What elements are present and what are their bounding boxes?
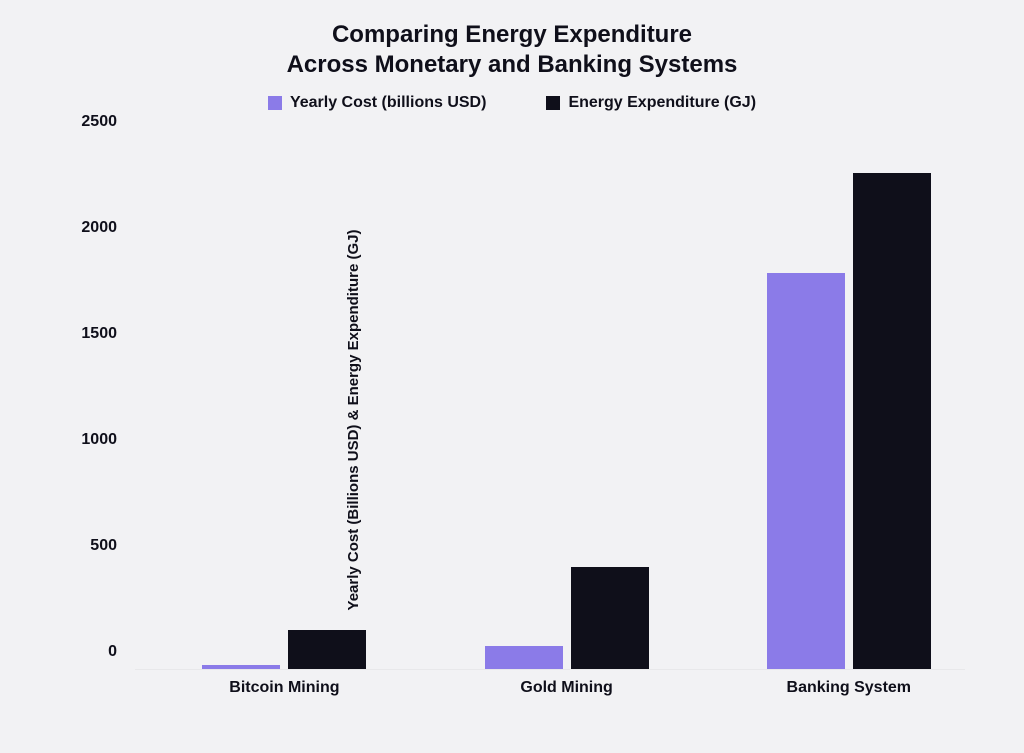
y-tick: 2500	[81, 113, 117, 131]
bar	[767, 273, 845, 669]
chart-title-line1: Comparing Energy Expenditure	[0, 20, 1024, 50]
bar	[202, 665, 280, 669]
bar	[571, 567, 649, 669]
chart-title-line2: Across Monetary and Banking Systems	[0, 50, 1024, 80]
bar	[853, 173, 931, 669]
category-group: Gold Mining	[485, 567, 649, 669]
legend-label: Energy Expenditure (GJ)	[568, 94, 756, 112]
bar	[288, 630, 366, 669]
y-tick: 1000	[81, 431, 117, 449]
chart-title: Comparing Energy Expenditure Across Mone…	[0, 0, 1024, 80]
y-tick: 0	[108, 643, 117, 661]
x-axis-label: Gold Mining	[467, 679, 667, 697]
y-tick: 2000	[81, 219, 117, 237]
x-axis-label: Bitcoin Mining	[184, 679, 384, 697]
legend-item-cost: Yearly Cost (billions USD)	[268, 94, 486, 112]
energy-expenditure-chart: Comparing Energy Expenditure Across Mone…	[0, 0, 1024, 753]
x-axis-label: Banking System	[749, 679, 949, 697]
legend-swatch-icon	[268, 96, 282, 110]
legend-label: Yearly Cost (billions USD)	[290, 94, 486, 112]
bars-region: Bitcoin Mining Gold Mining Banking System	[135, 140, 965, 670]
chart-legend: Yearly Cost (billions USD) Energy Expend…	[0, 94, 1024, 112]
y-tick: 500	[90, 537, 117, 555]
legend-swatch-icon	[546, 96, 560, 110]
plot-area: Yearly Cost (Billions USD) & Energy Expe…	[135, 140, 965, 700]
category-group: Bitcoin Mining	[202, 630, 366, 669]
y-tick: 1500	[81, 325, 117, 343]
bar	[485, 646, 563, 669]
legend-item-energy: Energy Expenditure (GJ)	[546, 94, 756, 112]
category-group: Banking System	[767, 173, 931, 669]
